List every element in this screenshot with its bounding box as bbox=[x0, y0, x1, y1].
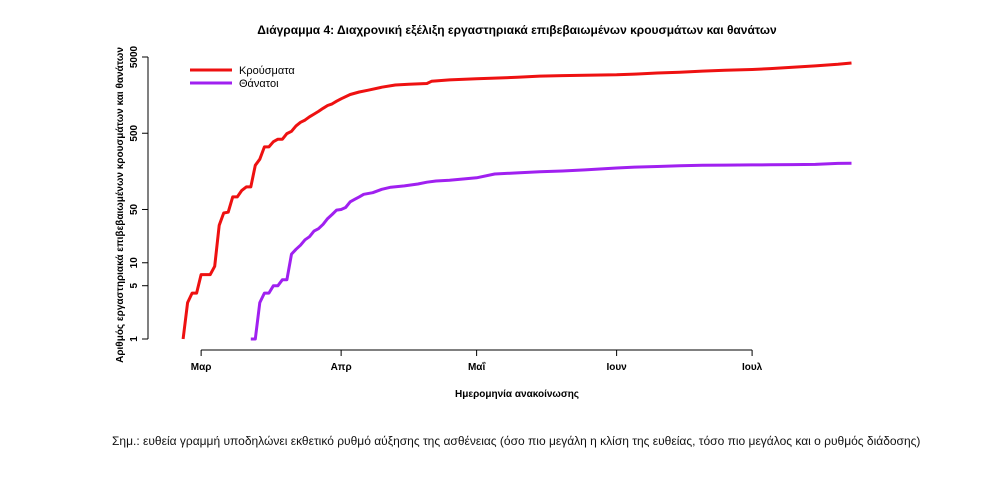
x-tick-label: Ιουν bbox=[606, 362, 627, 373]
y-axis-title: Αριθμός εργαστηριακά επιβεβαιωμένων κρου… bbox=[115, 47, 126, 363]
legend-label: Θάνατοι bbox=[239, 78, 279, 90]
x-tick-label: Μαρ bbox=[191, 362, 212, 373]
y-tick-label: 5000 bbox=[129, 45, 140, 68]
plot-area: 1 5 10 50 500 5000 Μαρ Απρ Μαΐ Ιουν Ιουλ Κρούσματ… bbox=[129, 45, 852, 373]
footnote: Σημ.: ευθεία γραμμή υποδηλώνει εκθετικό … bbox=[112, 434, 921, 448]
series-lines bbox=[181, 61, 852, 341]
x-axis-title: Ημερομηνία ανακοίνωσης bbox=[455, 389, 579, 400]
x-tick-label: Απρ bbox=[331, 362, 352, 373]
y-tick-label: 10 bbox=[129, 257, 140, 269]
chart-title: Διάγραμμα 4: Διαχρονική εξέλιξη εργαστηρ… bbox=[257, 23, 777, 37]
y-tick-label: 50 bbox=[129, 203, 140, 215]
y-tick-label: 1 bbox=[129, 336, 140, 342]
x-tick-label: Μαΐ bbox=[468, 361, 486, 373]
y-tick-label: 5 bbox=[129, 282, 140, 288]
y-tick-label: 500 bbox=[129, 124, 140, 141]
y-axis-ticks: 1 5 10 50 500 5000 bbox=[129, 45, 148, 342]
series-line-2 bbox=[250, 161, 852, 341]
x-axis-ticks: Μαρ Απρ Μαΐ Ιουν Ιουλ bbox=[191, 350, 763, 373]
legend-label: Κρούσματα bbox=[239, 65, 295, 77]
series-line-1 bbox=[181, 61, 852, 340]
x-tick-label: Ιουλ bbox=[742, 362, 763, 373]
